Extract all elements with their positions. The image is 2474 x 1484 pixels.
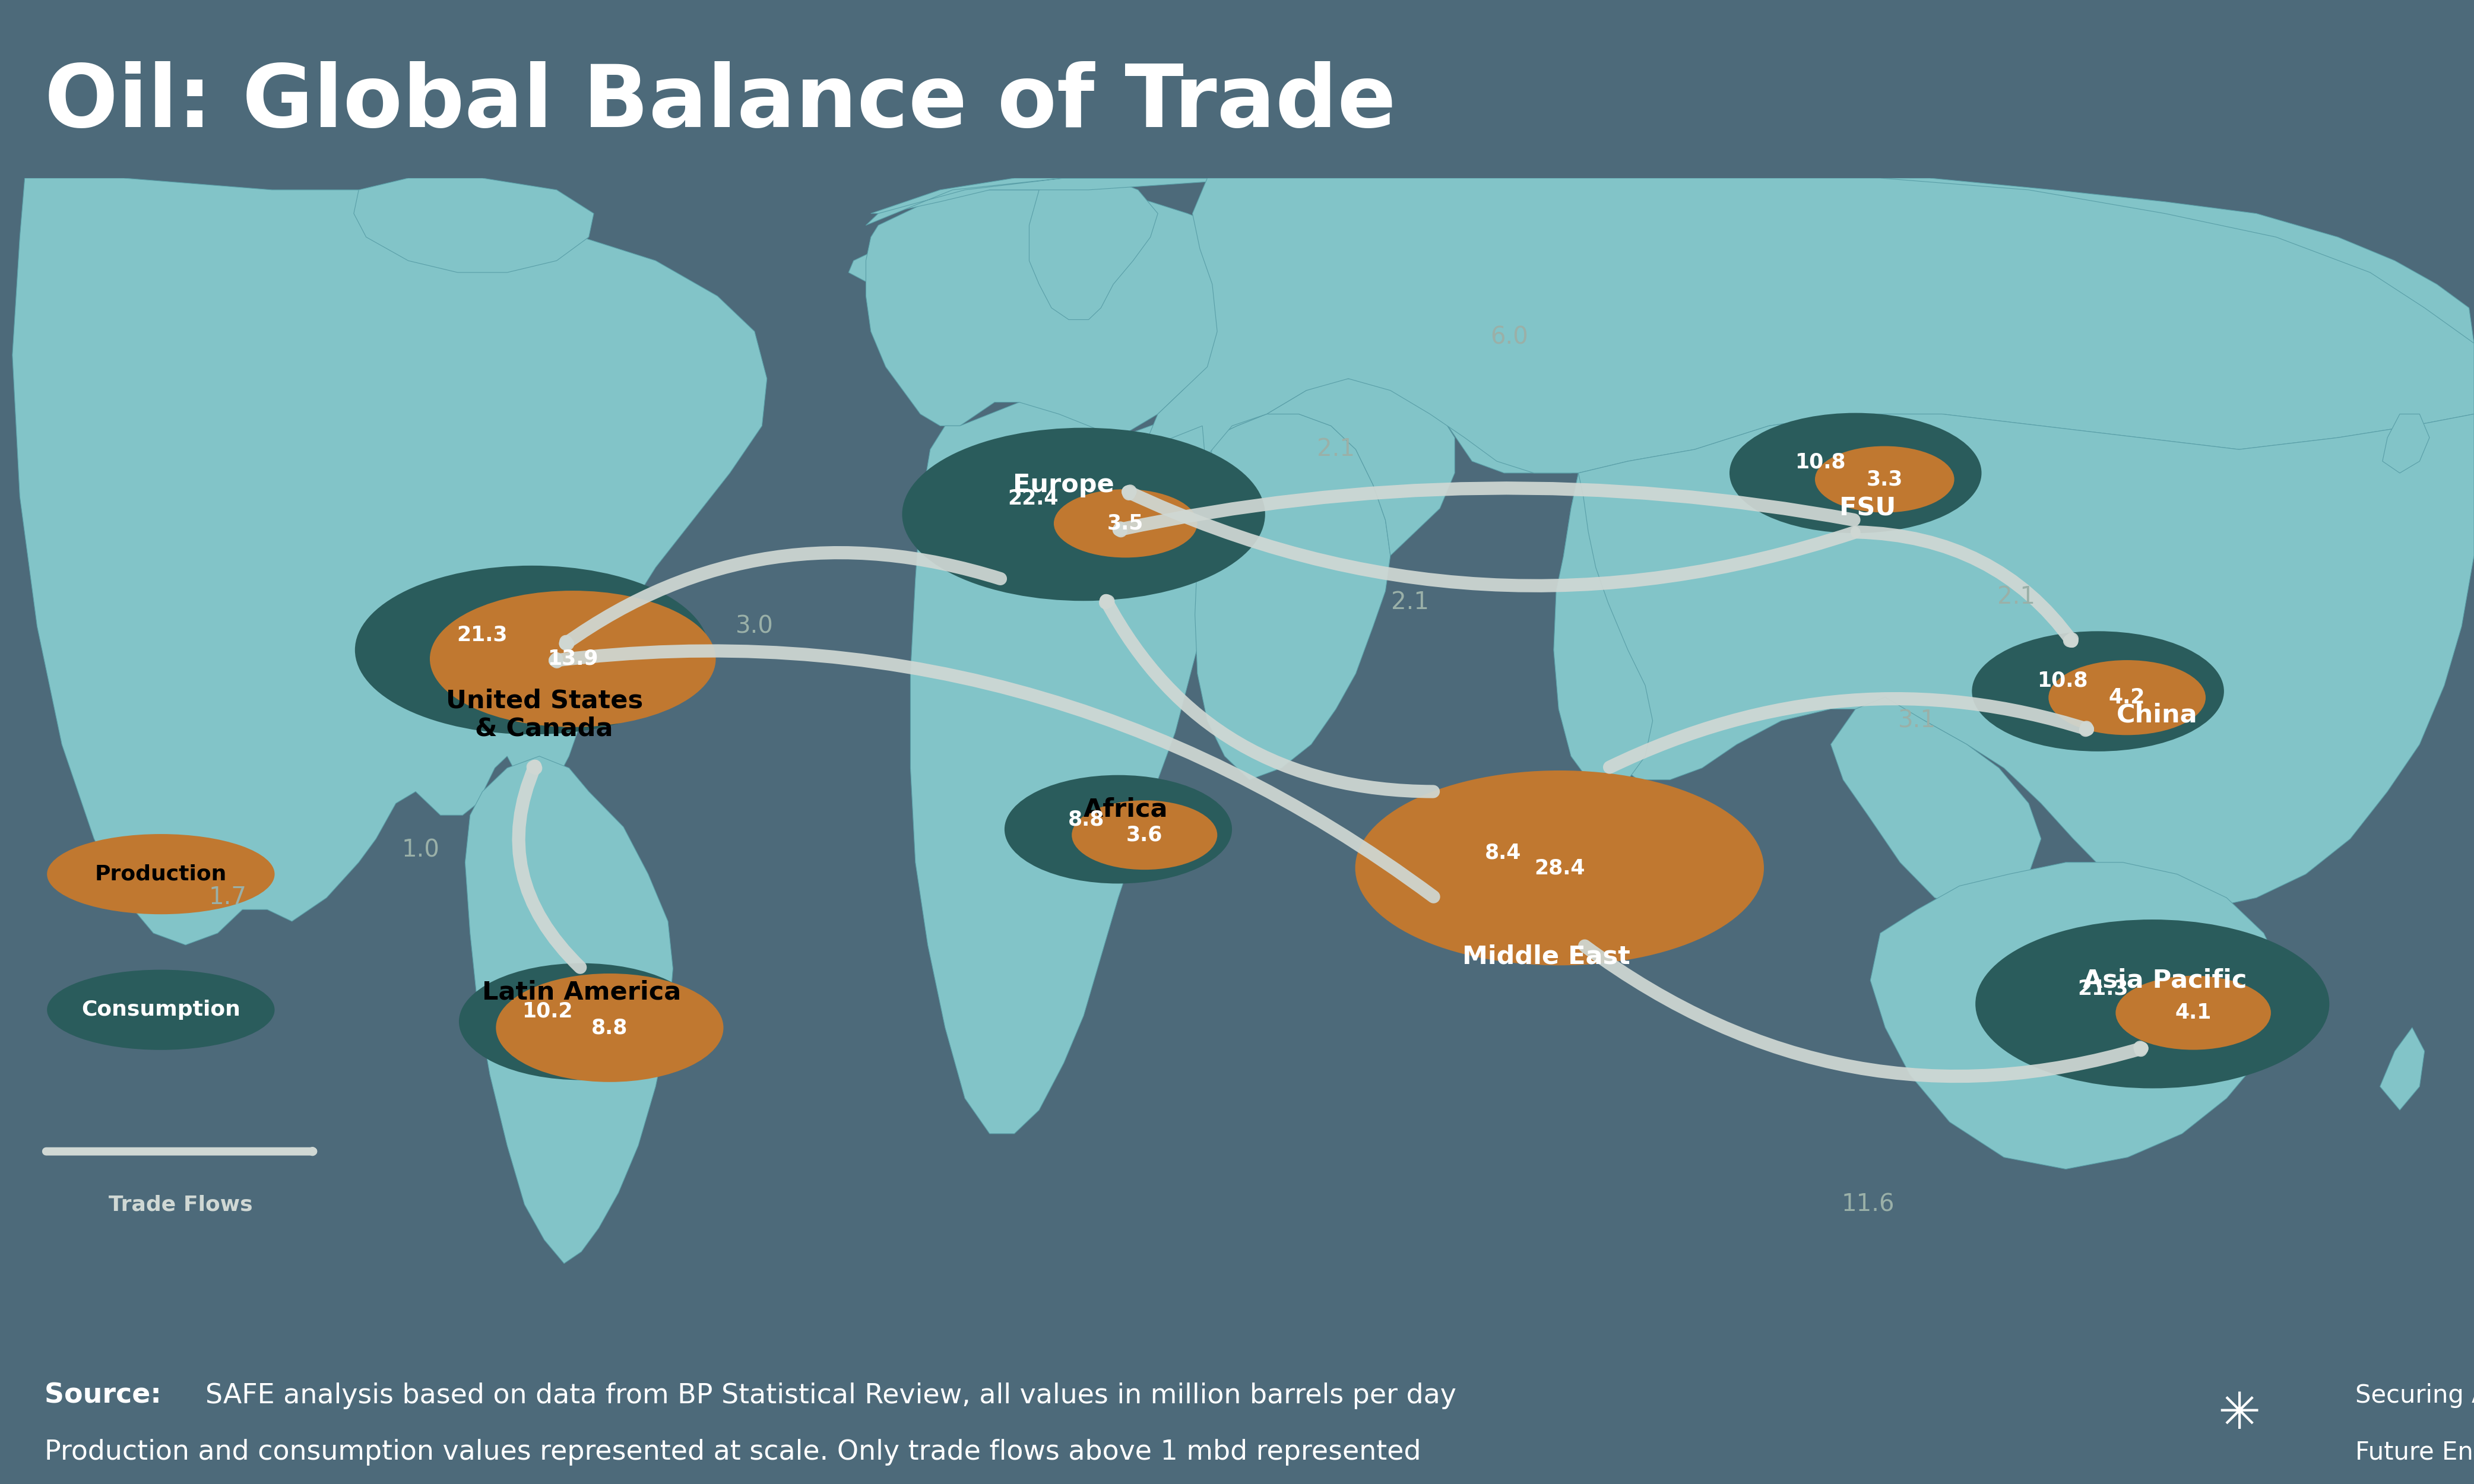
Text: China: China (2118, 702, 2197, 727)
Circle shape (2048, 660, 2207, 735)
Text: 28.4: 28.4 (1534, 858, 1586, 879)
Ellipse shape (47, 834, 275, 914)
FancyArrowPatch shape (554, 651, 1432, 896)
Text: 13.9: 13.9 (547, 649, 599, 669)
Polygon shape (1831, 697, 2041, 910)
Text: Oil: Global Balance of Trade: Oil: Global Balance of Trade (45, 61, 1395, 145)
Text: 1.0: 1.0 (401, 838, 440, 862)
Text: 6.0: 6.0 (1489, 325, 1529, 349)
Circle shape (903, 427, 1264, 601)
Text: 4.1: 4.1 (2175, 1003, 2212, 1022)
Text: 4.2: 4.2 (2108, 687, 2145, 708)
Text: Future Energy: Future Energy (2355, 1439, 2474, 1465)
Text: Source:: Source: (45, 1383, 171, 1410)
Text: FSU: FSU (1841, 496, 1895, 521)
Polygon shape (2382, 414, 2429, 473)
FancyArrowPatch shape (1586, 945, 2142, 1076)
Text: 2.1: 2.1 (1390, 591, 1430, 614)
FancyArrowPatch shape (1858, 533, 2073, 641)
Polygon shape (1267, 378, 1455, 555)
Polygon shape (1554, 473, 1653, 791)
Text: 10.8: 10.8 (1794, 453, 1846, 472)
FancyArrowPatch shape (1118, 488, 1853, 531)
Text: Asia Pacific: Asia Pacific (2083, 968, 2246, 993)
Text: Production: Production (94, 864, 228, 884)
Text: SAFE analysis based on data from BP Statistical Review, all values in million ba: SAFE analysis based on data from BP Stat… (205, 1383, 1457, 1410)
Ellipse shape (47, 969, 275, 1051)
Polygon shape (465, 757, 673, 1263)
Text: 11.6: 11.6 (1841, 1193, 1895, 1217)
Text: Consumption: Consumption (82, 1000, 240, 1020)
Text: 10.8: 10.8 (2036, 671, 2088, 690)
FancyArrowPatch shape (520, 766, 581, 968)
Text: United States
& Canada: United States & Canada (445, 689, 643, 742)
Polygon shape (1564, 414, 2474, 910)
Text: 8.4: 8.4 (1484, 843, 1522, 862)
Circle shape (1054, 490, 1197, 558)
Text: 8.8: 8.8 (1069, 809, 1103, 830)
Circle shape (1972, 631, 2224, 751)
Text: Trade Flows: Trade Flows (109, 1195, 252, 1214)
Circle shape (1816, 447, 1954, 512)
Text: Africa: Africa (1084, 797, 1168, 822)
Polygon shape (866, 190, 1274, 450)
Circle shape (1729, 413, 1982, 533)
Circle shape (2115, 976, 2271, 1049)
Text: 21.3: 21.3 (2078, 978, 2128, 999)
Polygon shape (866, 178, 2474, 555)
Text: 3.3: 3.3 (1865, 469, 1903, 490)
Text: 8.8: 8.8 (591, 1018, 628, 1037)
Polygon shape (910, 402, 1207, 1134)
Text: 3.0: 3.0 (735, 614, 774, 638)
Polygon shape (1195, 414, 1390, 779)
Text: 21.3: 21.3 (458, 625, 507, 646)
Text: 2.1: 2.1 (1997, 585, 2036, 608)
Text: ✳: ✳ (2217, 1391, 2261, 1439)
Polygon shape (849, 249, 928, 285)
Text: 1.7: 1.7 (208, 886, 247, 910)
Circle shape (1974, 920, 2331, 1088)
Circle shape (1071, 800, 1217, 870)
Text: 22.4: 22.4 (1007, 488, 1059, 509)
Polygon shape (1870, 862, 2281, 1169)
Text: 3.6: 3.6 (1126, 825, 1163, 844)
Circle shape (495, 974, 722, 1082)
Circle shape (430, 591, 715, 727)
FancyArrowPatch shape (1106, 601, 1432, 791)
Text: Middle East: Middle East (1462, 944, 1630, 969)
Text: Production and consumption values represented at scale. Only trade flows above 1: Production and consumption values repres… (45, 1439, 1420, 1466)
Text: 10.2: 10.2 (522, 1002, 571, 1021)
Text: Europe: Europe (1014, 472, 1113, 497)
FancyArrowPatch shape (1128, 491, 1853, 586)
Circle shape (1004, 775, 1232, 883)
Text: Latin America: Latin America (482, 979, 680, 1005)
Circle shape (1423, 809, 1645, 916)
Polygon shape (923, 319, 965, 367)
Circle shape (354, 565, 710, 735)
Polygon shape (354, 178, 594, 273)
Polygon shape (1029, 178, 1158, 319)
Circle shape (1356, 770, 1764, 966)
Text: 2.1: 2.1 (1316, 438, 1356, 462)
Polygon shape (12, 178, 767, 945)
Polygon shape (871, 178, 2474, 543)
Text: Securing America's: Securing America's (2355, 1383, 2474, 1408)
FancyArrowPatch shape (567, 552, 999, 644)
Text: 3.5: 3.5 (1108, 513, 1143, 533)
Text: 3.1: 3.1 (1898, 709, 1937, 733)
Polygon shape (2380, 1027, 2425, 1110)
FancyArrowPatch shape (1611, 699, 2088, 767)
Circle shape (458, 963, 705, 1080)
